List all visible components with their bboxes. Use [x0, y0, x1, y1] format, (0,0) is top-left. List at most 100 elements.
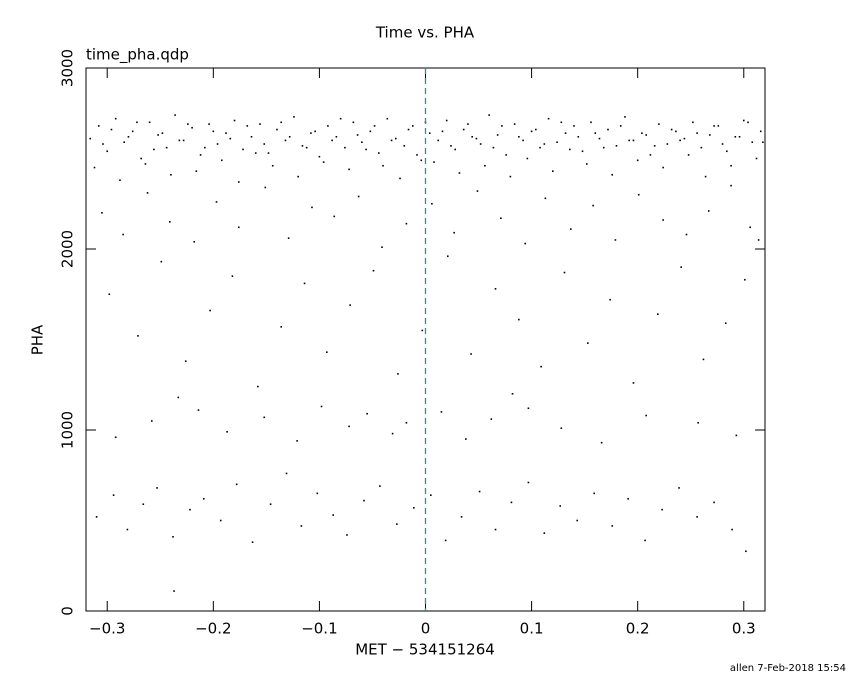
data-point: [169, 221, 171, 223]
data-point: [212, 130, 215, 133]
data-point: [490, 418, 493, 420]
data-point: [177, 396, 180, 399]
data-point: [658, 123, 660, 125]
data-point: [511, 393, 514, 395]
data-point: [462, 128, 465, 131]
y-tick-label: 3000: [59, 49, 77, 87]
y-axis-label: PHA: [29, 324, 47, 355]
data-point: [284, 139, 287, 142]
data-point: [576, 519, 579, 522]
data-point: [560, 427, 563, 429]
data-point: [372, 269, 375, 272]
data-point: [433, 161, 435, 163]
data-point: [611, 173, 614, 176]
data-point: [311, 206, 313, 209]
chart-subtitle: time_pha.qdp: [86, 46, 189, 65]
data-point: [619, 125, 622, 127]
data-point: [494, 288, 497, 290]
data-point: [110, 128, 113, 131]
data-point: [484, 164, 486, 167]
data-point: [445, 119, 448, 122]
data-point: [407, 128, 410, 131]
data-point: [333, 215, 336, 218]
data-point: [390, 139, 393, 142]
data-point: [628, 139, 630, 142]
data-point: [314, 130, 316, 133]
data-point: [142, 503, 145, 506]
data-point: [297, 175, 299, 178]
data-point: [702, 358, 705, 361]
data-point: [662, 166, 664, 169]
data-point: [235, 483, 238, 486]
data-point: [318, 155, 321, 158]
data-point: [131, 130, 134, 133]
data-point: [114, 117, 117, 120]
data-point: [713, 501, 715, 504]
data-point: [441, 130, 444, 133]
data-point: [731, 528, 733, 531]
data-point: [745, 550, 747, 553]
data-point: [697, 421, 699, 424]
data-point: [649, 154, 652, 156]
data-point: [231, 275, 234, 277]
data-point: [348, 425, 350, 428]
data-point: [526, 157, 529, 160]
data-point: [563, 271, 566, 274]
data-point: [303, 282, 306, 285]
data-point: [153, 148, 155, 151]
data-point: [123, 141, 125, 144]
data-point: [510, 501, 513, 504]
data-point: [357, 195, 360, 198]
x-tick-label: 0: [421, 620, 431, 638]
data-point: [216, 143, 219, 145]
data-point: [644, 539, 646, 542]
data-point: [119, 179, 121, 182]
data-point: [738, 135, 741, 138]
data-point: [361, 141, 363, 144]
data-point: [349, 304, 351, 306]
data-point: [747, 121, 749, 124]
data-point: [263, 416, 266, 419]
data-point: [251, 541, 254, 544]
data-point: [757, 239, 760, 241]
data-point: [437, 139, 440, 142]
data-point: [488, 114, 490, 116]
data-point: [411, 125, 414, 127]
data-point: [492, 146, 495, 149]
data-point: [204, 146, 206, 149]
data-point: [636, 159, 639, 162]
x-tick-label: 0.3: [732, 620, 756, 638]
data-point: [509, 175, 512, 178]
data-point: [460, 516, 463, 518]
data-point: [106, 150, 109, 153]
data-point: [709, 134, 711, 136]
x-tick-label: 0.1: [520, 620, 544, 638]
data-point: [89, 137, 92, 140]
y-tick-label: 0: [59, 606, 77, 616]
data-point: [363, 499, 365, 502]
data-point: [287, 237, 290, 239]
data-point: [386, 117, 389, 120]
data-point: [296, 440, 298, 442]
data-point: [577, 135, 580, 138]
data-point: [527, 481, 530, 484]
data-point: [581, 150, 584, 153]
data-point: [446, 255, 449, 258]
data-point: [670, 128, 673, 131]
data-point: [560, 121, 563, 124]
data-point: [465, 438, 467, 440]
data-point: [683, 137, 686, 140]
data-point: [607, 128, 609, 131]
data-point: [742, 119, 745, 122]
data-point: [202, 497, 205, 500]
data-point: [267, 152, 270, 154]
data-point: [233, 119, 236, 122]
data-point: [724, 322, 727, 325]
x-tick-label: 0.2: [626, 620, 650, 638]
data-point: [191, 126, 193, 129]
data-point: [653, 145, 656, 147]
data-point: [587, 342, 589, 344]
data-point: [108, 293, 111, 296]
data-point: [590, 121, 592, 124]
